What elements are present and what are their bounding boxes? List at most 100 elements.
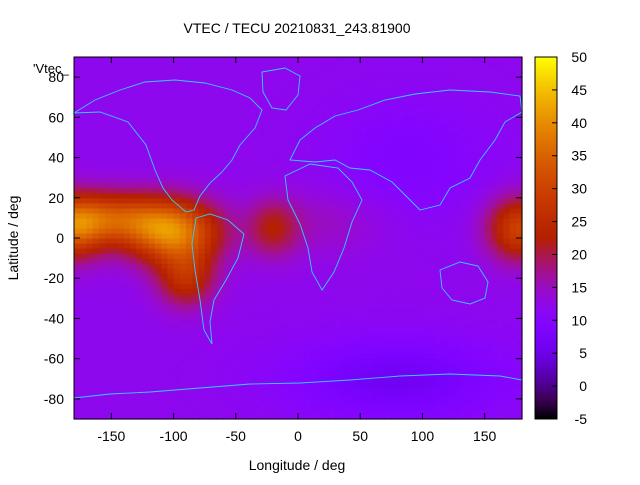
- heatmap-cell: [428, 82, 436, 88]
- heatmap-cell: [484, 77, 492, 83]
- heatmap-cell: [310, 243, 318, 249]
- heatmap-cell: [242, 383, 249, 390]
- heatmap-cell: [416, 127, 424, 134]
- heatmap-cell: [509, 358, 517, 365]
- heatmap-cell: [229, 283, 237, 289]
- heatmap-cell: [403, 117, 411, 123]
- heatmap-cell: [86, 227, 94, 234]
- heatmap-cell: [285, 197, 293, 204]
- heatmap-cell: [310, 227, 318, 234]
- heatmap-cell: [391, 122, 399, 128]
- heatmap-cell: [453, 157, 461, 164]
- heatmap-cell: [223, 202, 231, 209]
- heatmap-cell: [142, 318, 150, 325]
- heatmap-cell: [478, 403, 486, 410]
- heatmap-cell: [229, 182, 237, 189]
- heatmap-cell: [123, 97, 131, 103]
- heatmap-cell: [428, 243, 436, 249]
- heatmap-cell: [397, 222, 405, 229]
- heatmap-cell: [360, 303, 368, 309]
- heatmap-cell: [105, 212, 112, 219]
- heatmap-cell: [186, 67, 193, 73]
- heatmap-cell: [329, 92, 336, 98]
- heatmap-cell: [130, 197, 137, 204]
- heatmap-cell: [111, 182, 119, 189]
- heatmap-cell: [403, 328, 411, 335]
- heatmap-cell: [397, 192, 405, 199]
- heatmap-cell: [298, 207, 305, 214]
- heatmap-cell: [186, 122, 193, 128]
- heatmap-cell: [497, 278, 504, 284]
- heatmap-cell: [515, 117, 523, 123]
- heatmap-cell: [304, 152, 312, 159]
- heatmap-cell: [466, 343, 473, 350]
- heatmap-cell: [341, 132, 349, 139]
- heatmap-cell: [410, 147, 417, 154]
- heatmap-cell: [117, 373, 125, 380]
- heatmap-cell: [142, 353, 150, 360]
- heatmap-cell: [86, 97, 94, 103]
- heatmap-cell: [515, 243, 523, 249]
- heatmap-cell: [279, 353, 287, 360]
- heatmap-cell: [242, 338, 249, 345]
- heatmap-cell: [92, 363, 100, 370]
- heatmap-cell: [372, 313, 380, 320]
- heatmap-cell: [515, 197, 523, 204]
- heatmap-cell: [515, 97, 523, 103]
- heatmap-cell: [490, 92, 498, 98]
- heatmap-cell: [80, 388, 88, 395]
- heatmap-cell: [490, 232, 498, 239]
- heatmap-cell: [329, 217, 336, 224]
- heatmap-cell: [484, 323, 492, 330]
- heatmap-cell: [123, 283, 131, 289]
- heatmap-cell: [478, 253, 486, 259]
- heatmap-cell: [154, 77, 162, 83]
- heatmap-cell: [515, 87, 523, 93]
- heatmap-cell: [335, 403, 343, 410]
- heatmap-cell: [242, 232, 249, 239]
- heatmap-cell: [459, 217, 467, 224]
- heatmap-cell: [86, 318, 94, 325]
- heatmap-cell: [378, 207, 386, 214]
- heatmap-cell: [279, 313, 287, 320]
- heatmap-cell: [186, 117, 193, 123]
- heatmap-cell: [397, 293, 405, 299]
- heatmap-cell: [472, 127, 480, 134]
- heatmap-cell: [378, 142, 386, 149]
- heatmap-cell: [490, 112, 498, 118]
- heatmap-cell: [285, 212, 293, 219]
- heatmap-cell: [92, 303, 100, 309]
- heatmap-cell: [459, 353, 467, 360]
- heatmap-cell: [478, 82, 486, 88]
- heatmap-cell: [154, 82, 162, 88]
- heatmap-cell: [354, 413, 361, 420]
- heatmap-cell: [447, 212, 455, 219]
- heatmap-cell: [509, 388, 517, 395]
- heatmap-cell: [173, 263, 181, 269]
- heatmap-cell: [273, 187, 280, 194]
- heatmap-cell: [148, 333, 156, 340]
- heatmap-cell: [192, 167, 200, 174]
- heatmap-cell: [291, 72, 299, 78]
- heatmap-cell: [192, 177, 200, 184]
- heatmap-cell: [167, 192, 175, 199]
- heatmap-cell: [478, 273, 486, 279]
- heatmap-cell: [291, 368, 299, 375]
- heatmap-cell: [260, 117, 268, 123]
- heatmap-cell: [341, 77, 349, 83]
- heatmap-cell: [322, 162, 330, 169]
- heatmap-cell: [248, 253, 256, 259]
- heatmap-cell: [192, 323, 200, 330]
- heatmap-cell: [484, 92, 492, 98]
- heatmap-cell: [385, 333, 392, 340]
- heatmap-cell: [229, 373, 237, 380]
- heatmap-cell: [341, 82, 349, 88]
- heatmap-cell: [316, 147, 324, 154]
- heatmap-cell: [210, 313, 218, 320]
- heatmap-cell: [111, 368, 119, 375]
- heatmap-cell: [509, 122, 517, 128]
- heatmap-cell: [497, 172, 504, 179]
- heatmap-cell: [92, 117, 100, 123]
- heatmap-cell: [223, 87, 231, 93]
- heatmap-cell: [403, 232, 411, 239]
